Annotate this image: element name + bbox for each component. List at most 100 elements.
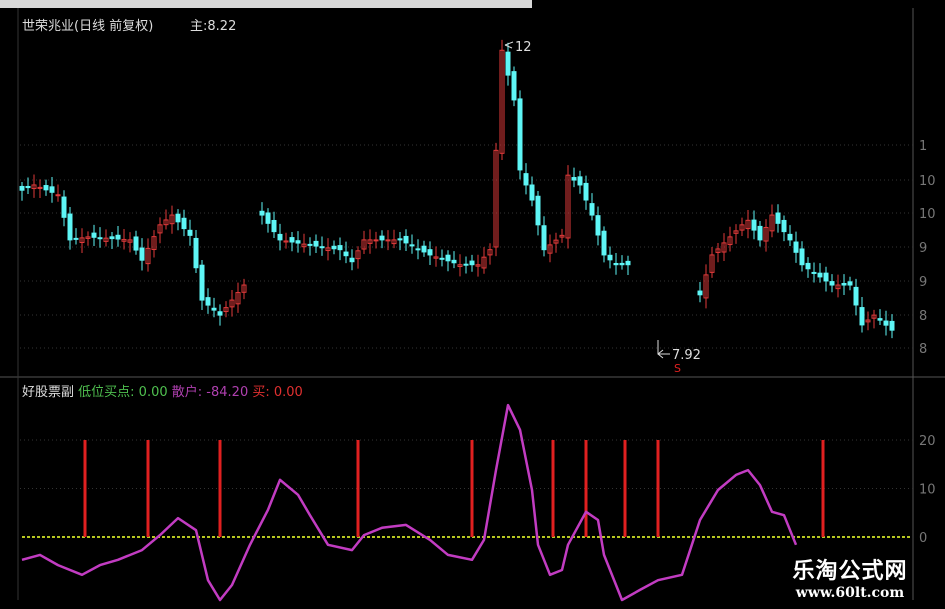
candle-down bbox=[625, 260, 631, 266]
candle-up bbox=[235, 292, 241, 305]
candle-down bbox=[463, 263, 469, 266]
candle-down bbox=[805, 262, 811, 270]
candle-up bbox=[475, 264, 481, 267]
candle-down bbox=[841, 282, 847, 286]
candle-down bbox=[577, 176, 583, 186]
candle-down bbox=[187, 229, 193, 236]
candle-down bbox=[511, 71, 517, 101]
candle-down bbox=[883, 320, 889, 326]
candle-down bbox=[175, 213, 181, 223]
candle-down bbox=[319, 246, 325, 249]
candle-up bbox=[733, 230, 739, 234]
candle-down bbox=[859, 307, 865, 326]
candle-down bbox=[409, 244, 415, 247]
candle-up bbox=[325, 247, 331, 252]
candle-up bbox=[223, 307, 229, 313]
candle-up bbox=[121, 238, 127, 242]
candle-down bbox=[793, 241, 799, 253]
candle-down bbox=[181, 217, 187, 230]
price-tick-label: 10 bbox=[919, 174, 936, 189]
candle-down bbox=[19, 185, 25, 191]
candle-up bbox=[769, 214, 775, 232]
candle-up bbox=[559, 234, 565, 238]
candle-down bbox=[397, 238, 403, 241]
candle-down bbox=[91, 232, 97, 238]
candle-down bbox=[25, 185, 31, 189]
candle-up bbox=[169, 214, 175, 225]
low-buy-value: : 0.00 bbox=[130, 385, 168, 400]
indicator-tick-label: 0 bbox=[919, 531, 927, 546]
candle-down bbox=[427, 249, 433, 256]
candle-up bbox=[709, 254, 715, 273]
candle-up bbox=[103, 237, 109, 242]
candle-up bbox=[163, 219, 169, 226]
candle-down bbox=[277, 233, 283, 241]
top-strip bbox=[0, 0, 532, 8]
candle-down bbox=[799, 248, 805, 266]
candle-down bbox=[601, 230, 607, 256]
candle-up bbox=[391, 239, 397, 245]
candle-up bbox=[37, 186, 43, 189]
candle-down bbox=[787, 233, 793, 241]
retail-label: 散户 bbox=[171, 385, 198, 400]
candle-up bbox=[763, 226, 769, 242]
candle-up bbox=[493, 149, 499, 248]
candle-down bbox=[211, 307, 217, 311]
candle-down bbox=[607, 254, 613, 261]
candle-down bbox=[571, 177, 577, 181]
candle-up bbox=[715, 248, 721, 253]
price-tick-label: 10 bbox=[919, 207, 936, 222]
high-annotation: 12 bbox=[515, 40, 532, 55]
candle-down bbox=[73, 237, 79, 240]
high-arrow-icon bbox=[504, 41, 514, 49]
candle-down bbox=[331, 245, 337, 250]
candle-down bbox=[265, 212, 271, 224]
candle-down bbox=[523, 173, 529, 186]
candle-up bbox=[361, 239, 367, 250]
candle-down bbox=[67, 213, 73, 241]
candle-down bbox=[697, 290, 703, 296]
candle-up bbox=[367, 239, 373, 244]
buy-label: 买 bbox=[252, 385, 266, 400]
candle-up bbox=[241, 284, 247, 293]
candle-down bbox=[619, 262, 625, 266]
price-tick-label: 1 bbox=[919, 139, 927, 154]
watermark-url: www.60lt.com bbox=[795, 585, 905, 601]
main-label: 主 bbox=[190, 19, 204, 34]
candle-down bbox=[589, 203, 595, 216]
low-annotation: 7.92 bbox=[672, 348, 701, 363]
candle-down bbox=[289, 237, 295, 243]
indicator-tick-label: 10 bbox=[919, 483, 936, 498]
candle-down bbox=[349, 257, 355, 263]
candle-down bbox=[421, 245, 427, 253]
candle-up bbox=[499, 49, 505, 154]
candle-down bbox=[829, 281, 835, 286]
watermark-name: 乐淘公式网 bbox=[792, 559, 908, 584]
candle-up bbox=[373, 239, 379, 242]
price-tick-label: 8 bbox=[919, 309, 927, 324]
candle-up bbox=[151, 236, 157, 251]
candle-down bbox=[49, 186, 55, 193]
candle-up bbox=[703, 274, 709, 299]
candle-down bbox=[775, 212, 781, 224]
candle-down bbox=[295, 240, 301, 244]
candle-up bbox=[229, 299, 235, 308]
candle-up bbox=[157, 224, 163, 234]
candle-down bbox=[271, 219, 277, 233]
candle-down bbox=[205, 297, 211, 306]
candle-up bbox=[721, 242, 727, 253]
low-buy-label: 低位买点 bbox=[78, 385, 131, 400]
candle-down bbox=[133, 236, 139, 251]
candle-down bbox=[259, 210, 265, 216]
candle-up bbox=[547, 244, 553, 254]
candle-down bbox=[757, 225, 763, 241]
candle-down bbox=[217, 311, 223, 316]
indicator-name: 好股票副 bbox=[22, 385, 75, 400]
main-indicator: 主:8.22 bbox=[190, 15, 236, 34]
candle-up bbox=[127, 239, 133, 243]
main-value: :8.22 bbox=[203, 19, 237, 34]
candle-down bbox=[403, 235, 409, 244]
candle-up bbox=[745, 219, 751, 230]
